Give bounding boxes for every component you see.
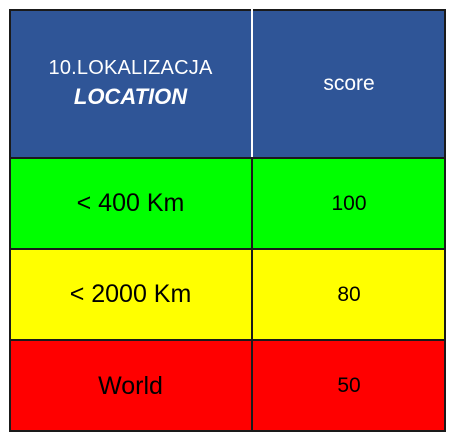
border-left <box>9 9 11 432</box>
border-right <box>444 9 446 432</box>
header-location-cell: 10.LOKALIZACJA LOCATION <box>9 9 252 158</box>
row-label: < 2000 Km <box>69 280 192 308</box>
location-score-table: 10.LOKALIZACJA LOCATION score < 400 Km 1… <box>9 9 446 432</box>
header-score-label: score <box>323 71 375 95</box>
row-score: 80 <box>337 282 361 306</box>
row-400km-label-cell: < 400 Km <box>9 158 252 249</box>
row-score: 100 <box>331 191 367 215</box>
row-divider-2 <box>9 248 446 250</box>
row-divider-1 <box>9 157 446 159</box>
row-label: World <box>98 371 163 400</box>
row-world-label-cell: World <box>9 340 252 432</box>
row-2000km-label-cell: < 2000 Km <box>9 249 252 340</box>
header-score-cell: score <box>252 9 446 158</box>
row-score: 50 <box>337 374 361 397</box>
border-bottom <box>9 430 446 432</box>
border-top <box>9 9 446 11</box>
header-location-label: LOCATION <box>73 84 188 110</box>
header-column-divider <box>251 9 253 158</box>
body-column-divider <box>251 158 253 432</box>
table-grid: 10.LOKALIZACJA LOCATION score < 400 Km 1… <box>9 9 446 432</box>
row-divider-3 <box>9 339 446 341</box>
header-lokalizacja-label: 10.LOKALIZACJA <box>48 57 213 80</box>
row-world-score-cell: 50 <box>252 340 446 432</box>
row-2000km-score-cell: 80 <box>252 249 446 340</box>
row-400km-score-cell: 100 <box>252 158 446 249</box>
row-label: < 400 Km <box>76 189 185 217</box>
